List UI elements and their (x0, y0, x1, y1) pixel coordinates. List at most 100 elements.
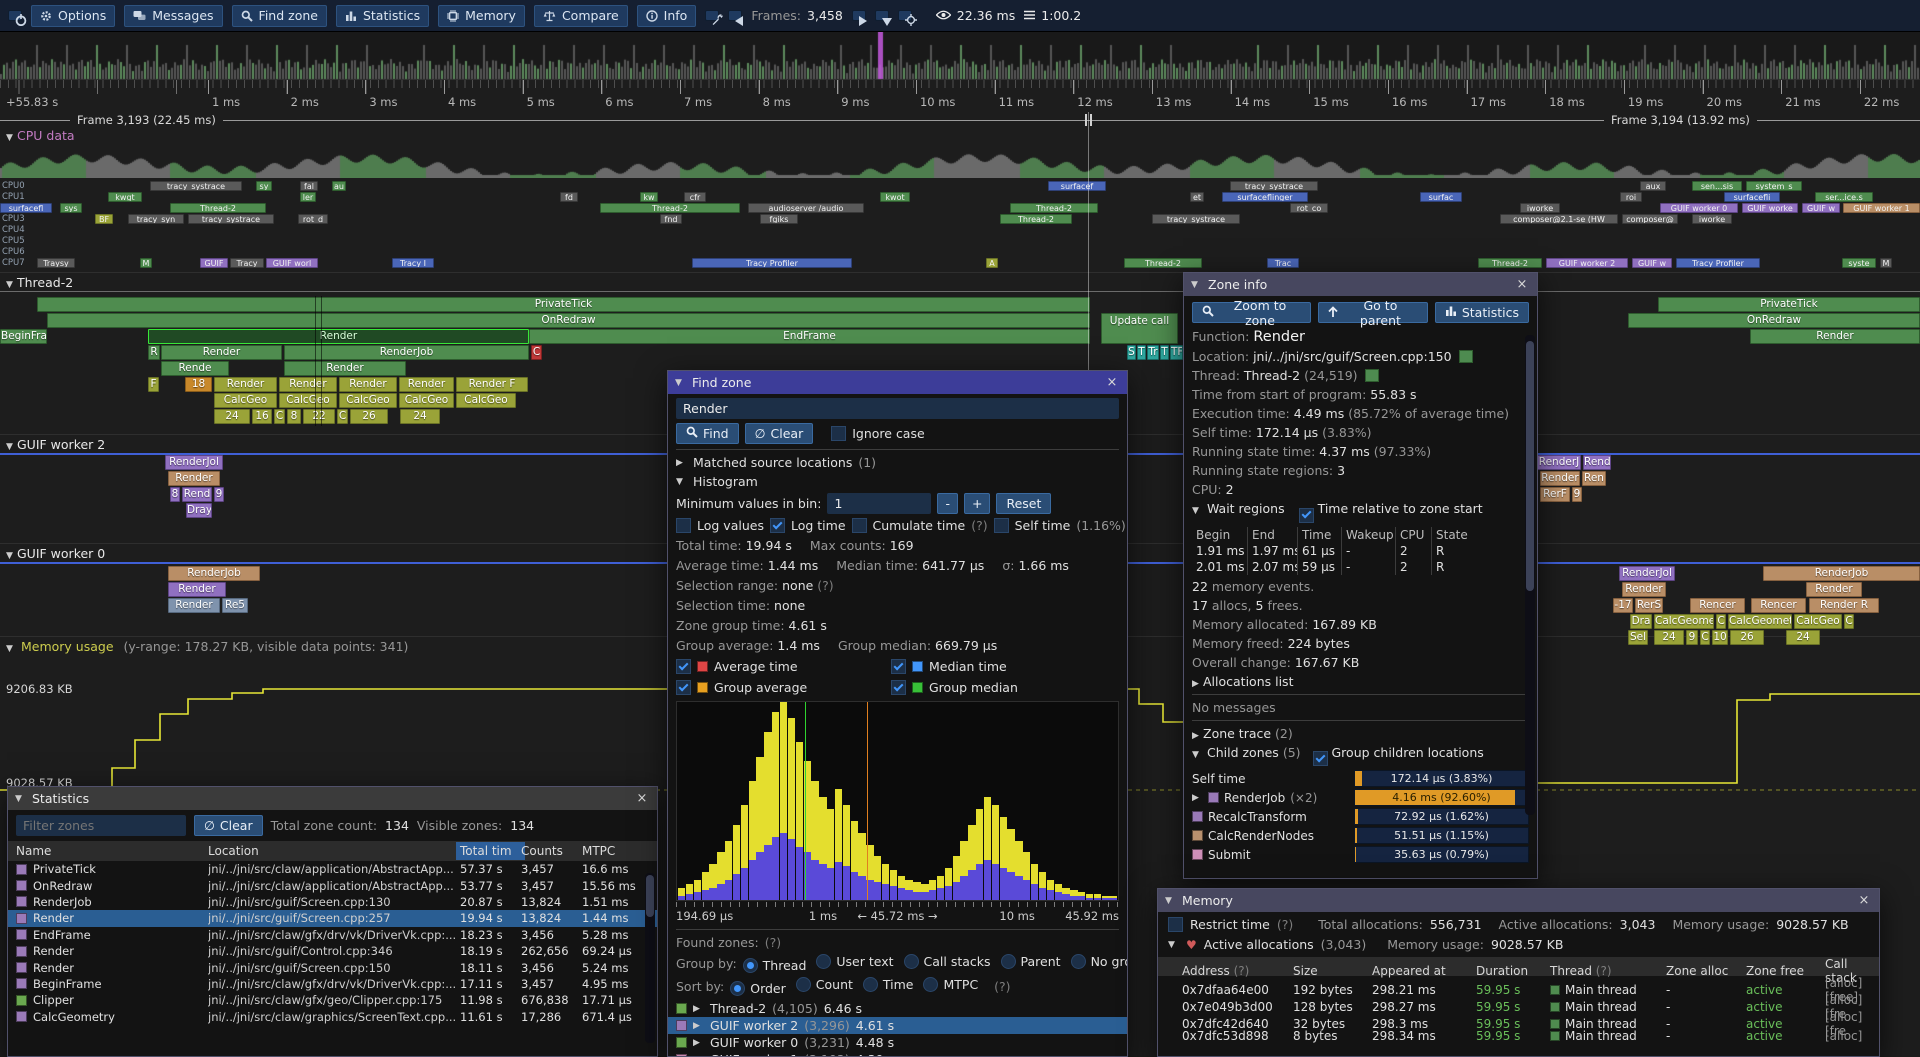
column-header[interactable]: Total tim (456, 842, 525, 860)
cpu-zone[interactable]: iworke (1520, 203, 1560, 213)
table-row[interactable]: 0x7e049b3d00 128 bytes 298.27 ms 59.95 s Mai… (1158, 993, 1879, 1021)
help-marker[interactable]: (?) (1591, 964, 1612, 978)
legend-checkbox[interactable] (891, 680, 906, 695)
radio-option[interactable]: MTPC (923, 977, 978, 992)
zone[interactable]: Render (399, 377, 454, 392)
frame-label[interactable]: Frame 3,194 (13.92 ms) (1604, 113, 1757, 127)
column-header[interactable]: Begin (1192, 526, 1248, 543)
cpu-zone[interactable]: fal (300, 181, 318, 191)
zone[interactable]: Render (148, 329, 529, 344)
collapse-icon[interactable]: ▼ (1192, 749, 1199, 760)
zone-group-row[interactable]: ▶ GUIF worker 2 (3,296) 4.61 s (668, 1017, 1127, 1034)
zone[interactable]: Render (1750, 329, 1920, 344)
clear-filter-button[interactable]: ∅ Clear (194, 815, 263, 836)
prev-frame-button[interactable] (728, 10, 744, 26)
scrollbar[interactable] (645, 873, 655, 1043)
goto-frame-button[interactable] (897, 10, 917, 26)
cpu-zone[interactable]: ler (300, 192, 316, 202)
histogram-section-header[interactable]: ▼ Histogram (676, 474, 1119, 489)
zone[interactable]: RenderJob (1763, 566, 1920, 581)
column-header[interactable]: Wakeup (1342, 526, 1396, 543)
log-values-checkbox[interactable] (676, 518, 691, 533)
zone[interactable]: RenderJob (284, 345, 529, 360)
cpu-zone[interactable]: kwgt (108, 192, 142, 202)
column-header[interactable]: Counts (521, 844, 563, 858)
radio-button[interactable] (1070, 954, 1086, 969)
zone[interactable]: C (1844, 614, 1854, 629)
collapse-icon[interactable]: ▼ (6, 442, 13, 452)
help-marker[interactable]: (?) (1276, 917, 1294, 932)
cpu-zone[interactable]: A (986, 258, 998, 268)
cpu-zone[interactable]: Thread-2 (600, 203, 740, 213)
child-zone-row[interactable]: RecalcTransform 72.92 µs (1.62%) (1192, 808, 1529, 825)
cumulate-time-checkbox[interactable] (851, 518, 867, 533)
zone[interactable]: RenderJob (168, 566, 260, 581)
statistics-titlebar[interactable]: ▼ Statistics × (8, 787, 657, 810)
zone[interactable]: T (1137, 345, 1146, 360)
cpu-zone[interactable]: M (1880, 258, 1892, 268)
zone[interactable]: Render (339, 377, 397, 392)
cpu-zone[interactable]: tracy_systrace (188, 214, 274, 224)
cpu-zone[interactable]: GUIF worke (1742, 203, 1798, 213)
column-header[interactable]: Appeared at (1372, 964, 1446, 978)
zone-trace[interactable]: ▶ Zone trace (2) (1192, 726, 1529, 741)
cpu-zone[interactable]: tracy_syn (128, 214, 184, 224)
column-header[interactable]: Thread (?) (1550, 964, 1612, 978)
free-callstack-link[interactable]: [fre (1825, 1024, 1846, 1038)
cpu-zone[interactable]: rot_d (298, 214, 328, 224)
zone[interactable]: C (274, 409, 285, 424)
alloc-callstack-link[interactable]: [alloc] (1825, 976, 1863, 990)
zone[interactable]: CalcGeomet (1728, 614, 1792, 629)
collapse-icon[interactable]: ▶ (693, 1037, 700, 1048)
zone[interactable]: -17 (1613, 598, 1633, 613)
zone[interactable]: Render (1622, 582, 1666, 597)
messages-button[interactable]: Messages (124, 4, 223, 27)
table-row[interactable]: BeginFrame jni/../jni/src/claw/gfx/drv/vk… (8, 976, 657, 992)
cpu-zone[interactable]: fgiks (760, 214, 798, 224)
table-row[interactable]: 0x7dfc53d898 8 bytes 298.34 ms 59.95 s Main … (1158, 1027, 1879, 1044)
zone[interactable]: PrivateTick (37, 297, 1090, 312)
clear-button[interactable]: ∅ Clear (744, 423, 814, 444)
zone[interactable]: 24 (214, 409, 250, 424)
collapse-icon[interactable]: ▶ (693, 1055, 704, 1057)
cpu-zone[interactable]: roi (1620, 192, 1642, 202)
zone[interactable]: C (1700, 630, 1710, 645)
column-header[interactable]: Size (1293, 964, 1318, 978)
cpu-zone[interactable]: kwot (880, 192, 910, 202)
column-header[interactable]: MTPC (582, 844, 616, 858)
cpu-zone[interactable]: syste (1842, 258, 1876, 268)
radio-button[interactable] (923, 977, 939, 992)
zone[interactable]: Rencer (1751, 598, 1806, 613)
column-header[interactable]: Zone alloc (1666, 964, 1729, 978)
zone[interactable]: TF (1170, 345, 1183, 360)
close-icon[interactable]: × (1516, 277, 1528, 292)
zone[interactable]: PrivateTick (1658, 297, 1920, 312)
cpu-zone[interactable]: Tracy I (392, 258, 434, 268)
column-header[interactable]: Name (16, 844, 52, 858)
statistics-button[interactable]: Statistics (335, 4, 430, 27)
restrict-time-checkbox[interactable] (1168, 917, 1183, 932)
table-row[interactable]: Clipper jni/../jni/src/claw/gfx/geo/Clipp… (8, 992, 657, 1008)
radio-button[interactable] (862, 977, 878, 992)
cpu-zone[interactable]: tracy_systrace (1152, 214, 1240, 224)
cpu-zone[interactable]: GUIF worl (266, 258, 318, 268)
zone[interactable]: Rend (182, 487, 212, 502)
zone[interactable]: 24 (1786, 630, 1820, 645)
radio-option[interactable]: Thread (742, 958, 806, 973)
cpu-zone[interactable]: Thread-2 (1000, 214, 1072, 224)
collapse-icon[interactable]: ▶ (693, 1003, 700, 1014)
cpu-zone[interactable]: GUIF w (1632, 258, 1672, 268)
thread-header[interactable]: ▼ GUIF worker 2 (6, 437, 105, 452)
zone[interactable]: CalcGeome (1654, 614, 1714, 629)
memory-titlebar[interactable]: ▼ Memory × (1158, 889, 1879, 912)
zone[interactable]: RerF (1540, 487, 1570, 502)
memory-usage-header[interactable]: ▼ Memory usage (y-range: 178.27 KB, visi… (6, 639, 408, 654)
cpu-zone[interactable]: GUIF (200, 258, 228, 268)
power-button[interactable] (8, 10, 27, 26)
zone[interactable]: Sel (1628, 630, 1648, 645)
cpu-zone[interactable]: sys (60, 203, 82, 213)
zone[interactable]: Render (279, 377, 337, 392)
collapse-icon[interactable]: ▼ (6, 551, 13, 561)
zone[interactable]: RenderJol (1619, 566, 1675, 581)
cpu-zone[interactable]: surfac (1420, 192, 1462, 202)
